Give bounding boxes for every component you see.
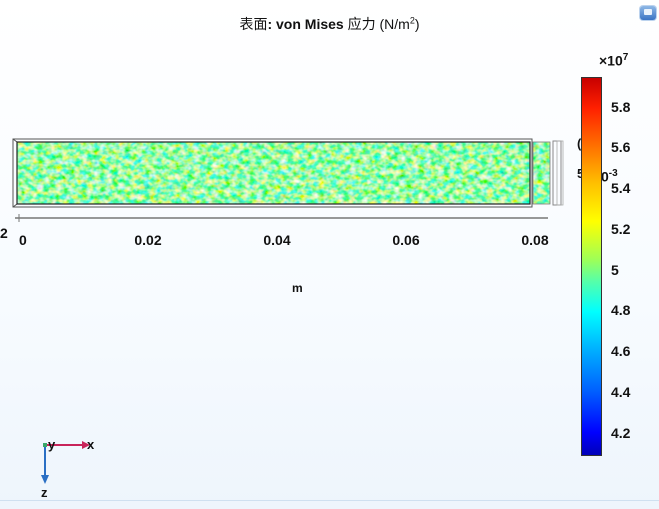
clipped-tick-label: 2 <box>0 225 8 241</box>
colorbar <box>581 77 602 456</box>
colorbar-exponent: ×107 <box>599 52 629 69</box>
title-power: 2 <box>409 15 415 26</box>
triad-x-label: x <box>87 437 95 452</box>
triad-y-label: y <box>48 437 56 452</box>
inset-clipped-label-b: 5 <box>577 166 584 181</box>
end-surface-outline <box>532 141 551 205</box>
x-axis-unit: m <box>292 281 303 295</box>
x-tick-label: 0 <box>19 232 27 248</box>
screen-view-icon[interactable] <box>640 6 656 20</box>
x-tick-label: 0.04 <box>263 232 290 248</box>
title-prefix: 表面 <box>239 16 268 32</box>
inset-frame <box>552 140 564 206</box>
colorbar-tick-label: 4.4 <box>611 383 631 400</box>
colorbar-tick-label: 5 <box>611 261 619 278</box>
colorbar-tick-label: 5.8 <box>611 98 631 115</box>
x-tick-labels: 0 0.02 0.04 0.06 0.08 <box>19 232 549 248</box>
colorbar-tick-label: 4.2 <box>611 424 631 441</box>
x-tick-label: 0.08 <box>521 232 548 248</box>
beam-outline <box>16 141 531 205</box>
title-close: ) <box>414 16 420 32</box>
colorbar-tick-label: 5.6 <box>611 139 631 156</box>
inset-clipped-label-a: ( <box>577 136 582 151</box>
beam-frame <box>12 138 533 208</box>
stress-surface <box>17 142 530 204</box>
triad-z-label: z <box>41 485 48 500</box>
bottom-divider <box>0 500 659 501</box>
x-tick-label: 0.06 <box>392 232 419 248</box>
colorbar-tick-label: 4.6 <box>611 343 631 360</box>
x-tick-label: 0.02 <box>134 232 161 248</box>
title-qty: 应力 (N/m <box>343 16 410 32</box>
title-main: : von Mises <box>267 16 344 32</box>
plot-title: 表面: von Mises 应力 (N/m2) <box>0 14 659 34</box>
end-surface <box>533 142 550 204</box>
axis-triad <box>41 441 90 484</box>
colorbar-tick-label: 5.2 <box>611 220 631 237</box>
colorbar-tick-label: 5.4 <box>611 180 631 197</box>
colorbar-tick-label: 4.8 <box>611 302 631 319</box>
